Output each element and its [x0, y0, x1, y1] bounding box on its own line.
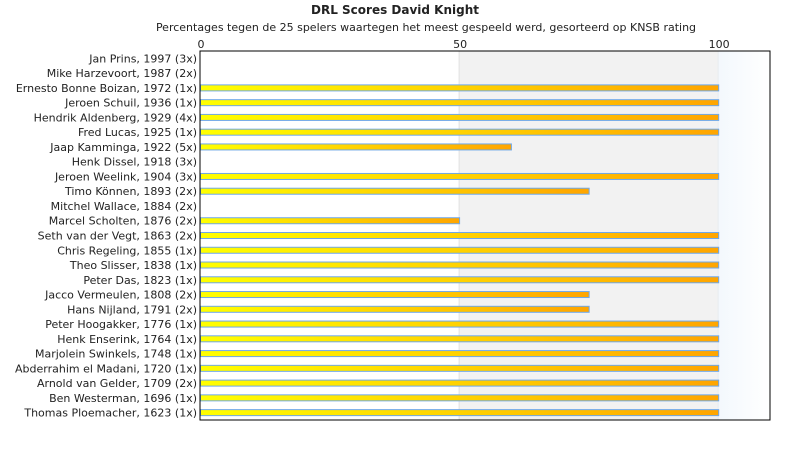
category-label: Jeroen Schuil, 1936 (1x): [64, 97, 197, 110]
bar: [200, 335, 720, 343]
bar: [200, 261, 720, 269]
category-label: Henk Dissel, 1918 (3x): [72, 156, 197, 169]
bar: [200, 217, 461, 225]
category-label: Chris Regeling, 1855 (1x): [57, 244, 197, 257]
category-label: Peter Hoogakker, 1776 (1x): [45, 318, 197, 331]
bar: [200, 187, 590, 195]
category-label: Ben Westerman, 1696 (1x): [49, 392, 197, 405]
bar: [200, 143, 512, 151]
bar: [200, 84, 720, 92]
bar: [200, 379, 720, 387]
category-label: Seth van der Vegt, 1863 (2x): [38, 230, 197, 243]
bar: [200, 305, 590, 313]
category-label: Jacco Vermeulen, 1808 (2x): [44, 289, 197, 302]
bar: [200, 364, 720, 372]
category-label: Henk Enserink, 1764 (1x): [57, 333, 197, 346]
plot-border: [199, 50, 771, 421]
band-100-110: [718, 51, 770, 420]
x-tick-label: 0: [198, 38, 205, 51]
category-label: Mitchel Wallace, 1884 (2x): [51, 200, 197, 213]
category-label: Jaap Kamminga, 1922 (5x): [49, 141, 197, 154]
bar: [200, 172, 720, 180]
category-label: Fred Lucas, 1925 (1x): [78, 126, 197, 139]
category-label: Jan Prins, 1997 (3x): [88, 52, 197, 65]
category-label: Jeroen Weelink, 1904 (3x): [54, 170, 197, 183]
bar: [200, 99, 720, 107]
category-label: Hans Nijland, 1791 (2x): [67, 303, 197, 316]
category-label: Marcel Scholten, 1876 (2x): [49, 215, 197, 228]
category-label: Marjolein Swinkels, 1748 (1x): [35, 348, 197, 361]
category-label: Thomas Ploemacher, 1623 (1x): [23, 407, 197, 420]
x-tick-label: 50: [453, 38, 467, 51]
x-tick-label: 100: [709, 38, 730, 51]
category-label: Theo Slisser, 1838 (1x): [69, 259, 197, 272]
bar: [200, 409, 720, 417]
bar: [200, 276, 720, 284]
chart-subtitle: Percentages tegen de 25 spelers waartege…: [155, 21, 697, 34]
category-label: Abderrahim el Madani, 1720 (1x): [15, 362, 197, 375]
bar: [200, 320, 720, 328]
bar: [200, 232, 720, 239]
bar: [200, 113, 720, 121]
category-label: Ernesto Bonne Boizan, 1972 (1x): [16, 82, 197, 95]
category-label: Peter Das, 1823 (1x): [83, 274, 197, 287]
category-label: Hendrik Aldenberg, 1929 (4x): [34, 111, 197, 124]
bar: [200, 128, 720, 136]
bar: [200, 291, 590, 299]
category-label: Timo Können, 1893 (2x): [64, 185, 197, 198]
bar: [200, 246, 720, 254]
category-label: Mike Harzevoort, 1987 (2x): [47, 67, 197, 80]
category-label: Arnold van Gelder, 1709 (2x): [37, 377, 197, 390]
bar: [200, 394, 720, 402]
bar: [200, 350, 720, 358]
chart-title: DRL Scores David Knight: [311, 3, 479, 17]
